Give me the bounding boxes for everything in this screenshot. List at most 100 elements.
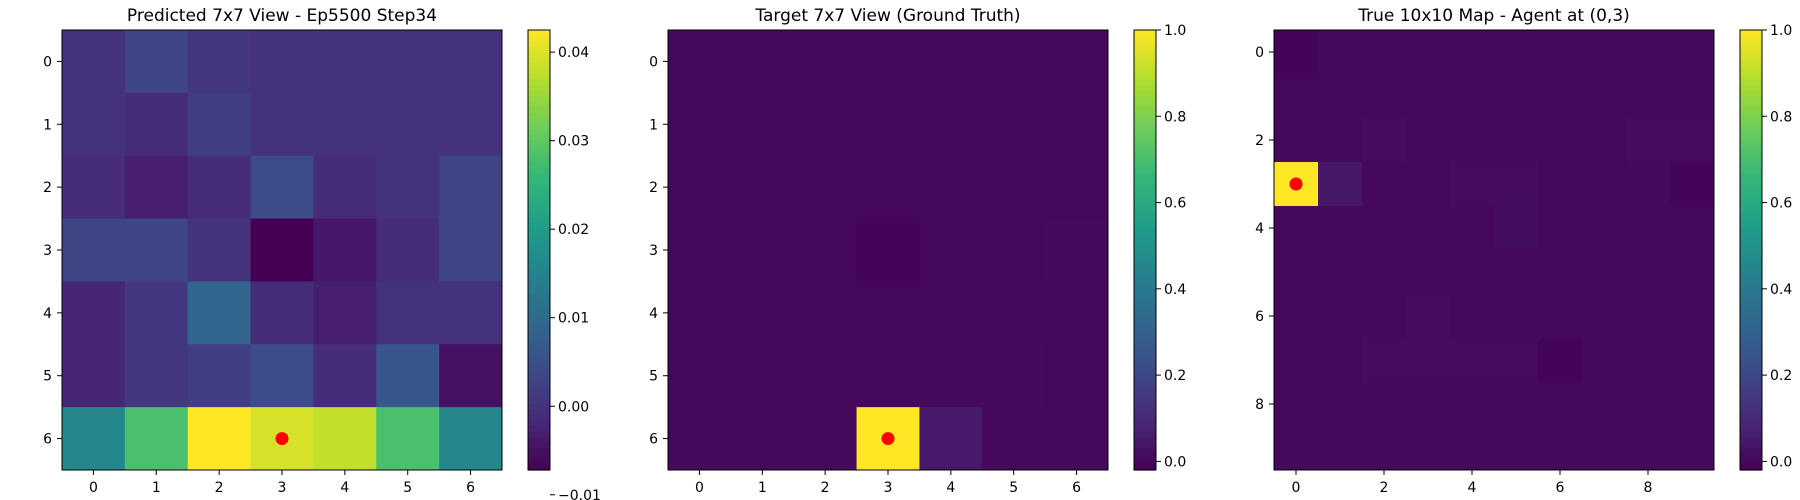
heatmap-cell [1582,294,1627,339]
colorbar-segment [528,277,550,284]
heatmap-cell [187,30,252,94]
colorbar-tick-label: 0.2 [1164,368,1186,384]
colorbar-segment [1134,305,1156,312]
colorbar-segment [1740,343,1762,350]
x-tick-label: 6 [1072,480,1081,496]
heatmap-cell [1494,74,1539,119]
colorbar-segment [528,173,550,180]
heatmap-cell [1274,250,1319,295]
heatmap-cell [1045,155,1109,220]
heatmap-cell [1582,30,1627,75]
heatmap-cell [1045,218,1109,282]
colorbar-segment [528,393,550,400]
colorbar-tick-label: 0.0 [1770,454,1792,470]
colorbar-segment [528,261,550,268]
heatmap-cell [1494,118,1539,163]
colorbar-segment [1134,222,1156,229]
colorbar-segment [528,233,550,240]
heatmap-cell [1274,74,1319,119]
colorbar-segment [1740,112,1762,119]
colorbar-segment [1134,382,1156,389]
heatmap-cell [62,92,126,157]
plot-frame [1273,29,1715,471]
y-tick-label: 0 [1255,45,1264,61]
y-tick-label: 0 [649,54,658,70]
heatmap-cell [1494,426,1539,471]
colorbar-segment [1740,35,1762,42]
colorbar-segment [1740,52,1762,59]
colorbar-segment [1134,118,1156,125]
colorbar-segment [528,376,550,383]
heatmap-cell [1362,74,1407,119]
colorbar-segment [1740,437,1762,444]
heatmap-cell [439,344,503,408]
colorbar-segment [1740,349,1762,356]
colorbar-segment [528,420,550,427]
heatmap-cell [919,92,983,157]
heatmap-cell [1450,382,1495,427]
heatmap-cell [668,218,732,282]
colorbar-tick-label: 0.0 [1164,454,1186,470]
colorbar-segment [1740,464,1762,471]
heatmap-cell [1626,338,1671,383]
heatmap-cell [187,218,252,282]
heatmap-cell [1626,426,1671,471]
colorbar-segment [1134,41,1156,48]
colorbar-segment [1740,266,1762,273]
colorbar-segment [528,327,550,334]
colorbar-segment [528,228,550,235]
colorbar-segment [1134,217,1156,224]
heatmap-cell [439,30,503,94]
colorbar-tick-label: 0.8 [1164,109,1186,125]
heatmap-cell [376,155,440,220]
heatmap-cell [1450,250,1495,295]
heatmap-cell [668,281,732,345]
heatmap-grid: 0 1 2 3 4 5 6 0 1 2 3 4 5 6 [649,29,1109,496]
colorbar-segment [1134,107,1156,114]
heatmap-cell [730,155,795,220]
colorbar-segment [1740,393,1762,400]
colorbar-segment [528,305,550,312]
colorbar-segment [1134,261,1156,268]
heatmap-cell [1274,30,1319,75]
colorbar-segment [1740,360,1762,367]
colorbar-segment [1740,426,1762,433]
colorbar-segment [1740,184,1762,191]
heatmap-cell [856,92,920,157]
heatmap-cell [439,155,503,220]
colorbar-segment [528,112,550,119]
heatmap-cell [1670,206,1715,251]
heatmap-grid: 0 1 2 3 4 5 6 0 1 2 3 4 5 6 [43,29,503,496]
colorbar-segment [1134,101,1156,108]
heatmap-cell [439,218,503,282]
colorbar-segment [1740,338,1762,345]
colorbar-segment [1740,261,1762,268]
colorbar-segment [1740,332,1762,339]
heatmap-cell [1318,206,1363,251]
heatmap-cell [313,92,377,157]
colorbar-segment [1740,404,1762,411]
colorbar-segment [1740,123,1762,130]
colorbar-segment [1740,453,1762,460]
heatmap-cell [1626,162,1671,207]
colorbar-segment [528,266,550,273]
colorbar-segment [1134,173,1156,180]
heatmap-cell [124,344,189,408]
heatmap-cell [668,155,732,220]
heatmap-cell [1362,118,1407,163]
heatmap-cell [1362,206,1407,251]
colorbar-segment [1740,41,1762,48]
heatmap-cell [793,155,858,220]
heatmap-cell [1318,250,1363,295]
colorbar-segment [1740,74,1762,81]
x-tick-label: 0 [89,480,98,496]
colorbar-segment [528,360,550,367]
x-tick-label: 0 [1292,480,1301,496]
x-tick-label: 4 [946,480,955,496]
heatmap-cell [250,218,314,282]
heatmap-cell [1538,250,1583,295]
colorbar-segment [1740,316,1762,323]
colorbar-segment [528,90,550,97]
colorbar-tick-label: 0.02 [558,222,589,238]
heatmap-cell [730,218,795,282]
